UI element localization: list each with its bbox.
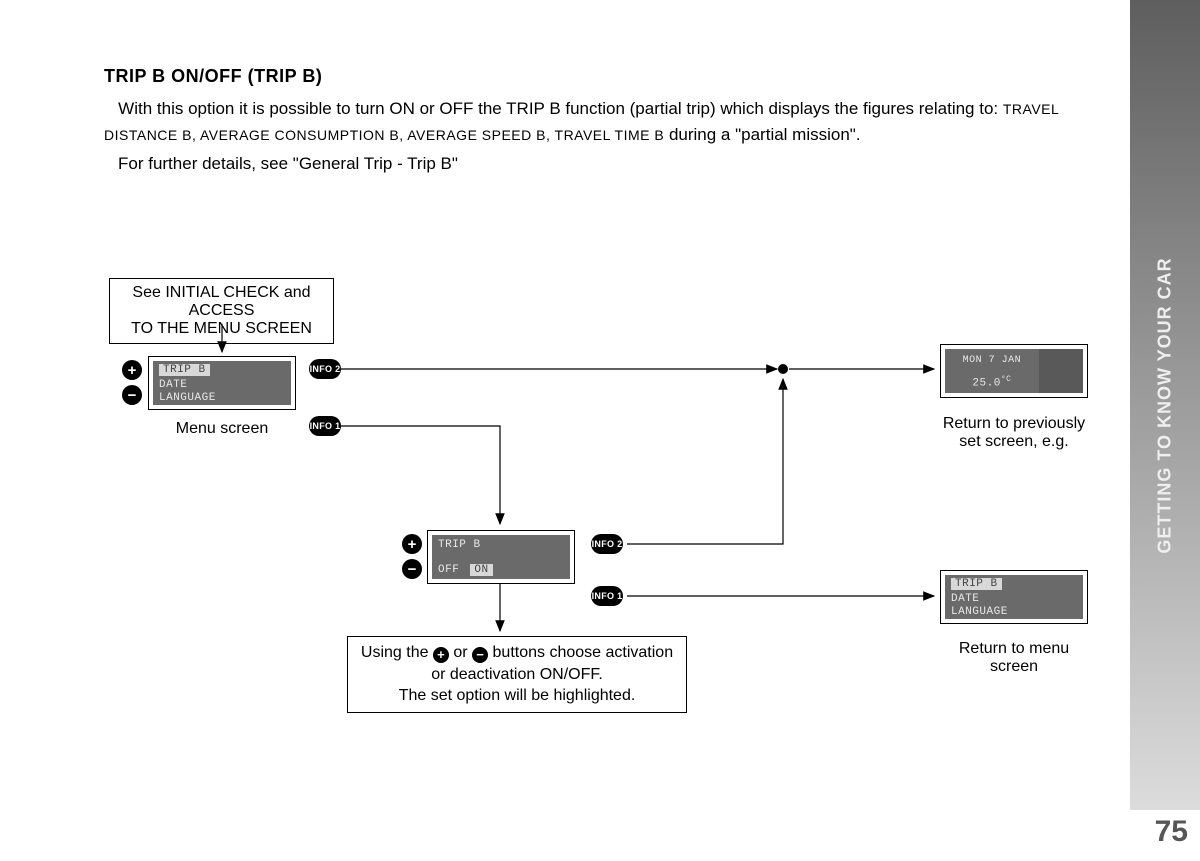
lcd-menu-screen: TRIP B DATE LANGUAGE: [148, 356, 296, 410]
lcd-date-line: MON 7 JAN: [945, 355, 1039, 366]
section-heading: TRIP B ON/OFF (TRIP B): [104, 66, 322, 87]
side-tab-label: GETTING TO KNOW YOUR CAR: [1155, 257, 1176, 553]
p1-lead: With this option it is possible to turn …: [118, 99, 1003, 118]
lcd-return-prev-inner: MON 7 JAN 25.0°C: [945, 349, 1083, 393]
lcd-on-hi: ON: [470, 564, 492, 576]
return-prev-l2: set screen, e.g.: [940, 433, 1088, 451]
menu-screen-caption: Menu screen: [148, 420, 296, 438]
instr-line3: The set option will be highlighted.: [356, 685, 678, 707]
lcd-right-panel: [1039, 349, 1083, 393]
plus-icon: +: [433, 647, 449, 663]
lcd-tripb-label: TRIP B: [438, 539, 481, 551]
info2-button-top[interactable]: INFO 2: [309, 359, 341, 379]
plus-button-mid[interactable]: +: [402, 534, 422, 554]
initial-check-l2: TO THE MENU SCREEN: [118, 320, 325, 338]
info1-button-mid[interactable]: INFO 1: [591, 586, 623, 606]
paragraph-1: With this option it is possible to turn …: [104, 96, 1119, 149]
initial-check-box: See INITIAL CHECK and ACCESS TO THE MENU…: [109, 278, 334, 344]
lcd-return-prev: MON 7 JAN 25.0°C: [940, 344, 1088, 398]
initial-check-l1: See INITIAL CHECK and ACCESS: [118, 284, 325, 320]
lcd-tripb-toggle-inner: TRIP B OFF ON: [432, 535, 570, 579]
minus-button-mid[interactable]: −: [402, 559, 422, 579]
page-number: 75: [1155, 815, 1188, 849]
p1-tail: during a "partial mission".: [664, 125, 860, 144]
instruction-box: Using the + or − buttons choose activati…: [347, 636, 687, 713]
return-prev-caption: Return to previously set screen, e.g.: [940, 415, 1088, 451]
lcd-temp-val: 25.0: [972, 378, 1000, 390]
plus-button[interactable]: +: [122, 360, 142, 380]
lcd-tripb-hi2: TRIP B: [951, 578, 1002, 590]
minus-button[interactable]: −: [122, 385, 142, 405]
lcd-return-menu-inner: TRIP B DATE LANGUAGE: [945, 575, 1083, 619]
info1-button-top[interactable]: INFO 1: [309, 416, 341, 436]
lcd-tripb-toggle: TRIP B OFF ON: [427, 530, 575, 584]
lcd-temp-unit: °C: [1001, 375, 1012, 384]
paragraph-2: For further details, see "General Trip -…: [118, 154, 458, 174]
lcd-language2: LANGUAGE: [951, 606, 1008, 618]
instr-line2: or deactivation ON/OFF.: [356, 664, 678, 686]
lcd-menu-inner: TRIP B DATE LANGUAGE: [153, 361, 291, 405]
return-menu-caption: Return to menu screen: [940, 640, 1088, 676]
lcd-language: LANGUAGE: [159, 392, 216, 404]
lcd-return-menu: TRIP B DATE LANGUAGE: [940, 570, 1088, 624]
side-tab: GETTING TO KNOW YOUR CAR: [1130, 0, 1200, 810]
return-prev-l1: Return to previously: [940, 415, 1088, 433]
instr-line1: Using the + or − buttons choose activati…: [356, 642, 678, 664]
lcd-date2: DATE: [951, 593, 979, 605]
lcd-date: DATE: [159, 379, 187, 391]
lcd-tripb-hi: TRIP B: [159, 364, 210, 376]
minus-icon: −: [472, 647, 488, 663]
info2-button-mid[interactable]: INFO 2: [591, 534, 623, 554]
lcd-off: OFF: [438, 564, 459, 576]
manual-page: GETTING TO KNOW YOUR CAR 75 TRIP B ON/OF…: [0, 0, 1200, 861]
